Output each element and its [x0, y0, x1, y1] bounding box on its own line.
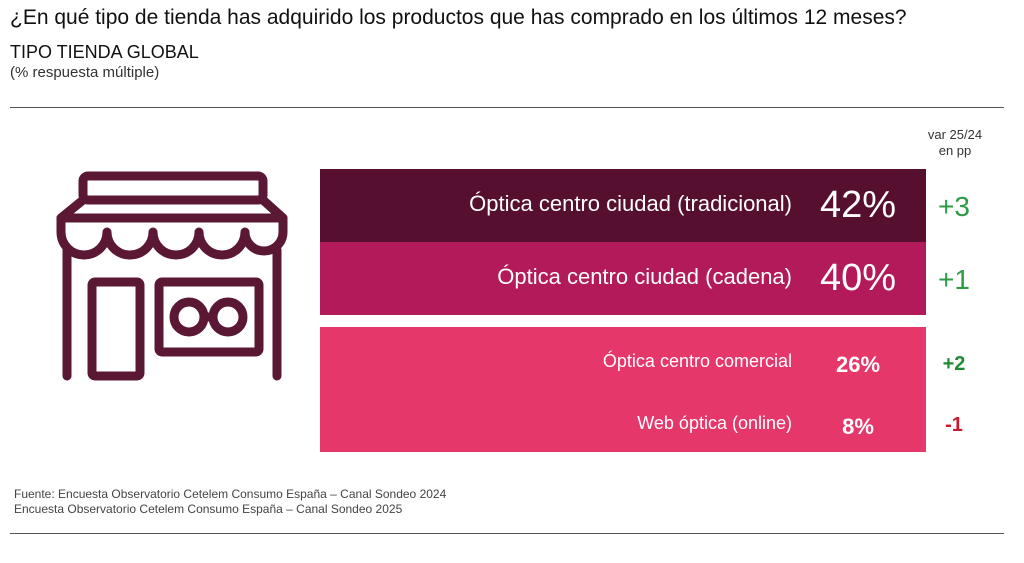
- chart-subtitle: TIPO TIENDA GLOBAL: [10, 42, 199, 62]
- variation-header: var 25/24 en pp: [905, 127, 1005, 159]
- bar-label: Óptica centro ciudad (tradicional): [469, 191, 792, 216]
- bar-optica-centro-comercial: Óptica centro comercial 26%: [320, 327, 926, 389]
- bar-web-optica: Web óptica (online) 8%: [320, 389, 926, 452]
- bar-optica-cadena: Óptica centro ciudad (cadena) 40%: [320, 242, 926, 315]
- variation-header-line-2: en pp: [938, 143, 972, 158]
- bar-optica-tradicional: Óptica centro ciudad (tradicional) 42%: [320, 169, 926, 242]
- storefront-glasses-icon: [56, 171, 288, 381]
- bottom-divider: [10, 533, 1004, 534]
- bar-value-label: 26%: [835, 352, 881, 377]
- bar-label: Óptica centro ciudad (cadena): [497, 264, 792, 289]
- variation-header-line-1: var 25/24: [927, 127, 983, 142]
- source-line-2: Encuesta Observatorio Cetelem Consumo Es…: [14, 502, 403, 516]
- bar-label: Web óptica (online): [637, 413, 792, 433]
- bar-label: Óptica centro comercial: [602, 351, 792, 371]
- variation-value: +1: [938, 264, 970, 295]
- bar-value-label: 8%: [842, 414, 874, 439]
- source-line-1: Fuente: Encuesta Observatorio Cetelem Co…: [14, 487, 447, 501]
- variation-value: +3: [938, 191, 970, 222]
- source-note: Fuente: Encuesta Observatorio Cetelem Co…: [14, 487, 446, 517]
- top-divider: [10, 107, 1004, 108]
- variation-value: -1: [945, 414, 963, 436]
- page-title: ¿En qué tipo de tienda has adquirido los…: [10, 6, 907, 29]
- bar-value-label: 40%: [819, 257, 897, 299]
- variation-value: +2: [942, 353, 966, 375]
- bar-value-label: 42%: [819, 184, 897, 226]
- chart-note: (% respuesta múltiple): [10, 64, 160, 81]
